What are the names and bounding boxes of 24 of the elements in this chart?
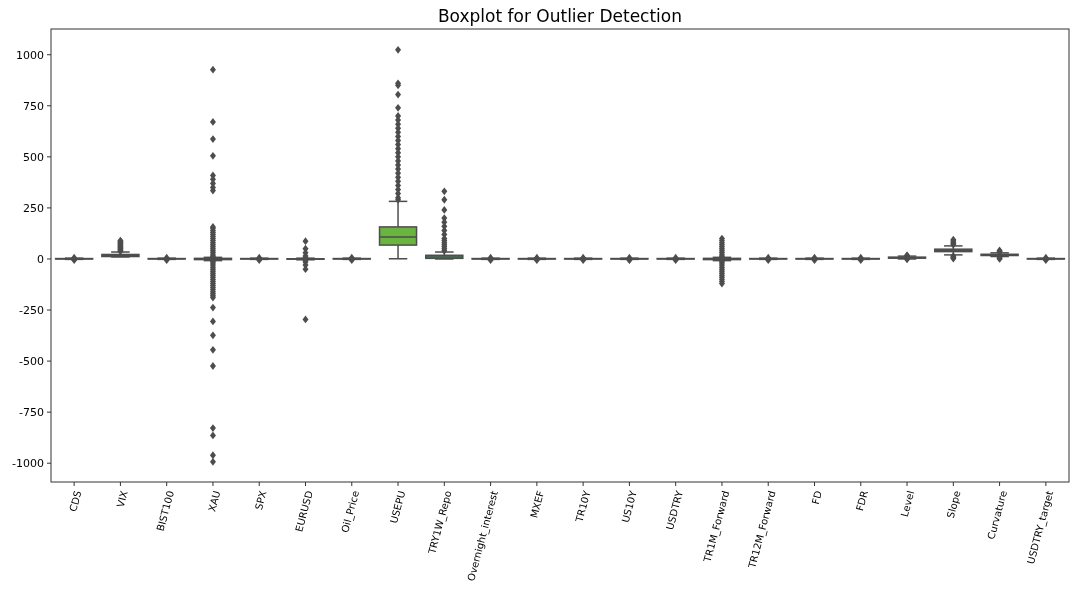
y-tick-label: 1000 — [16, 48, 44, 62]
y-tick-label: -500 — [19, 354, 44, 368]
x-tick-label: US10Y — [619, 488, 639, 524]
x-tick-label: USDTRY — [664, 488, 686, 531]
x-tick-label: MXEF — [528, 489, 547, 520]
x-tick-label: TR10Y — [573, 488, 593, 525]
y-tick-label: -1000 — [12, 457, 44, 471]
y-tick-label: -250 — [19, 303, 44, 317]
x-tick-label: FDR — [854, 489, 871, 513]
x-tick-label: Slope — [944, 489, 963, 520]
x-tick-label: EURUSD — [293, 489, 315, 533]
x-tick-label: SPX — [252, 489, 269, 511]
x-tick-label: USEPU — [388, 489, 408, 525]
y-tick-label: 500 — [23, 150, 44, 164]
x-tick-label: VIX — [114, 489, 130, 509]
x-tick-label: XAU — [206, 489, 223, 513]
y-tick-label: 0 — [37, 252, 44, 266]
x-tick-label: Level — [898, 489, 917, 518]
x-tick-label: CDS — [67, 489, 84, 513]
x-tick-label: FD — [809, 489, 824, 506]
y-tick-label: 750 — [23, 99, 44, 113]
y-tick-label: -750 — [19, 406, 44, 419]
y-tick-label: 250 — [23, 201, 44, 215]
chart-title: Boxplot for Outlier Detection — [437, 6, 683, 26]
